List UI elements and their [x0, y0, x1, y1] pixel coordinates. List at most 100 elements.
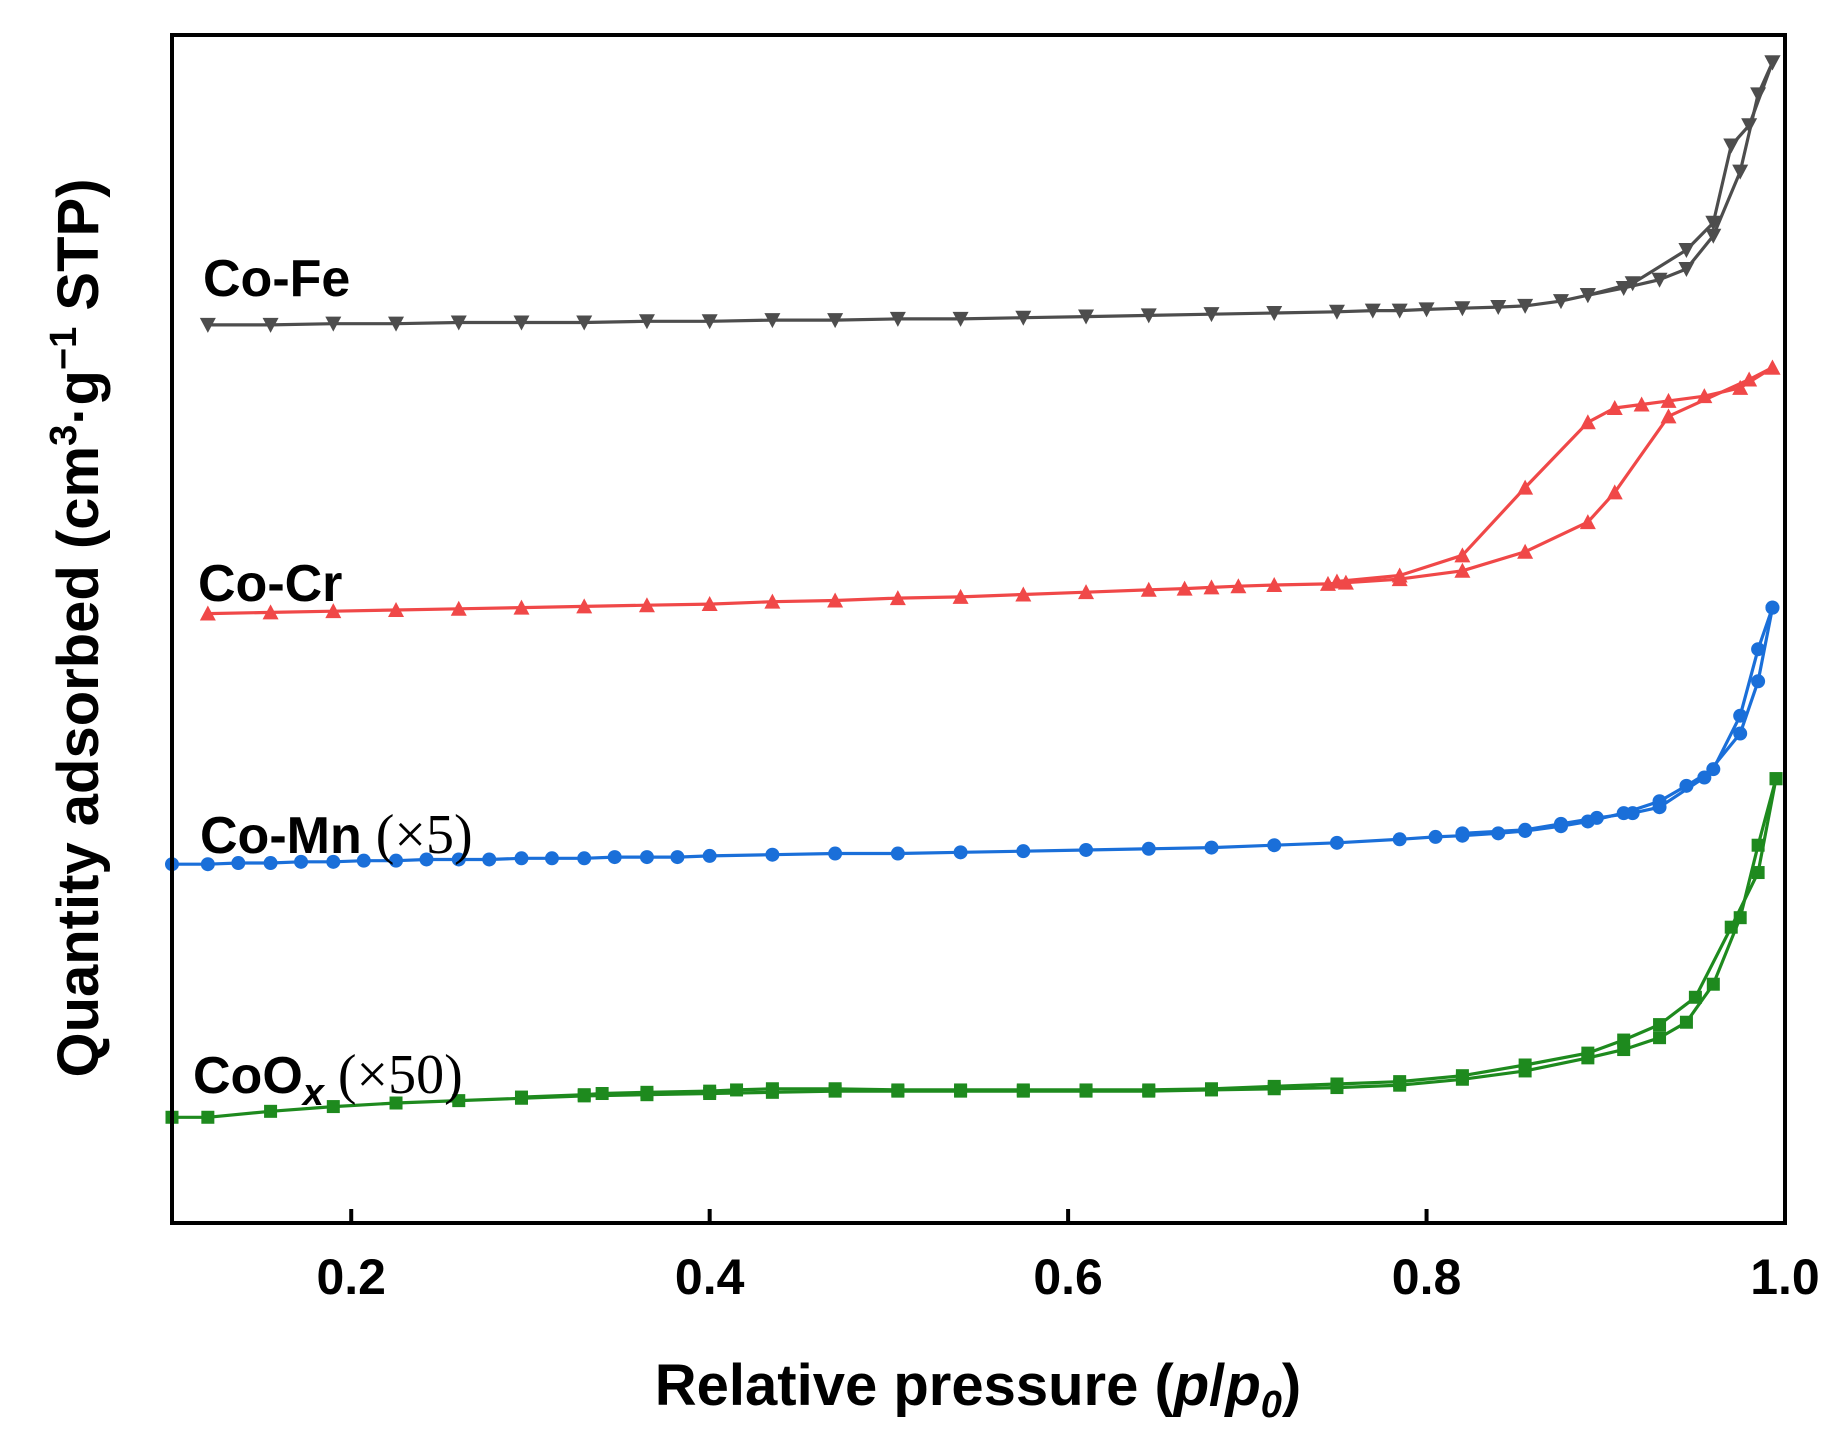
x-axis-title-p0: p: [1223, 1353, 1260, 1418]
data-point: [1696, 388, 1713, 404]
data-point: [326, 854, 341, 869]
data-point: [452, 1094, 466, 1108]
data-point: [1732, 379, 1749, 395]
data-point: [1652, 800, 1667, 815]
data-point: [1079, 1083, 1093, 1097]
data-point: [1079, 842, 1094, 857]
data-point: [1741, 371, 1758, 387]
data-point: [1764, 359, 1781, 375]
data-point: [1266, 305, 1283, 321]
data-point: [388, 601, 405, 617]
data-point: [670, 850, 685, 865]
data-point: [827, 592, 844, 608]
data-point: [482, 852, 497, 867]
data-point: [513, 315, 530, 331]
x-tick-label: 0.2: [316, 1249, 386, 1305]
data-point: [514, 851, 529, 866]
y-axis-title-sup1: 3: [43, 425, 85, 446]
x-axis-ticks: 0.2 0.4 0.6 0.8 1.0: [316, 1209, 1820, 1305]
data-point: [1140, 581, 1157, 597]
data-point: [1330, 1077, 1344, 1091]
data-point: [765, 1082, 779, 1096]
data-point: [1705, 215, 1722, 231]
data-point: [450, 315, 467, 331]
data-point: [954, 1083, 968, 1097]
x-tick-label: 1.0: [1750, 1249, 1820, 1305]
data-point: [640, 1085, 654, 1099]
data-point: [607, 850, 622, 865]
data-point: [1454, 562, 1471, 578]
data-point: [1633, 396, 1650, 412]
data-point: [1733, 708, 1748, 723]
adsorption-line: [207, 61, 1774, 327]
data-point: [1723, 138, 1740, 154]
y-axis-title-pre: Quantity adsorbed (cm: [46, 446, 111, 1078]
data-point: [577, 1088, 591, 1102]
data-point: [451, 852, 466, 867]
data-point: [1203, 307, 1220, 323]
x-axis-title-text: Relative pressure (: [655, 1353, 1175, 1418]
adsorption-line: [207, 366, 1774, 616]
data-point: [1078, 584, 1095, 600]
data-point: [730, 1083, 744, 1097]
data-point: [889, 590, 906, 606]
data-point: [638, 314, 655, 330]
data-point: [1679, 778, 1694, 793]
data-point: [1391, 567, 1408, 583]
data-point: [1697, 770, 1712, 785]
data-point: [1579, 514, 1596, 530]
data-point: [419, 852, 434, 867]
data-point: [262, 317, 279, 333]
data-point: [1078, 309, 1095, 325]
data-point: [1625, 806, 1640, 821]
data-point: [1732, 164, 1749, 180]
data-point: [702, 848, 717, 863]
data-point: [325, 603, 342, 619]
data-point: [595, 1087, 609, 1101]
plot-frame: [170, 33, 1787, 1225]
data-point: [1517, 543, 1534, 559]
data-point: [1705, 228, 1722, 244]
series-label-co-mn: Co-Mn (×5): [200, 804, 473, 866]
data-point: [1552, 294, 1569, 310]
data-point: [1517, 298, 1534, 314]
data-point: [199, 605, 216, 621]
desorption-line: [1587, 61, 1775, 297]
data-point: [1418, 302, 1435, 318]
data-point: [1624, 276, 1641, 292]
data-point: [827, 313, 844, 329]
data-point: [1455, 1069, 1469, 1083]
data-point: [389, 1096, 403, 1110]
series-labels: Co-Fe Co-Cr Co-Mn (×5) CoOx (×50): [193, 250, 473, 1114]
data-point: [952, 588, 969, 604]
data-point: [1660, 408, 1677, 424]
data-point: [1741, 118, 1758, 134]
data-point: [1751, 674, 1766, 689]
data-point: [1204, 1082, 1218, 1096]
data-point: [389, 853, 404, 868]
data-point: [294, 854, 309, 869]
data-point: [1606, 484, 1623, 500]
data-point: [1141, 841, 1156, 856]
x-tick-label: 0.6: [1033, 1249, 1103, 1305]
series-coox: [165, 772, 1783, 1124]
data-point: [201, 1110, 215, 1124]
data-point: [891, 1083, 905, 1097]
data-point: [199, 317, 216, 333]
data-point: [1750, 87, 1767, 103]
data-point: [514, 1090, 528, 1104]
data-point: [1491, 826, 1506, 841]
data-point: [1204, 840, 1219, 855]
y-axis-title: Quantity adsorbed (cm3·g−1 STP): [43, 178, 111, 1077]
data-point: [639, 850, 654, 865]
series-label-co-cr: Co-Cr: [198, 555, 342, 613]
data-point: [764, 313, 781, 329]
data-point: [1142, 1083, 1156, 1097]
data-point: [577, 851, 592, 866]
x-axis-title-p: p: [1172, 1353, 1209, 1418]
data-point: [1653, 1018, 1667, 1032]
data-point: [1769, 772, 1783, 786]
data-point: [1679, 1015, 1693, 1029]
data-point: [1751, 642, 1766, 657]
data-point: [1015, 586, 1032, 602]
